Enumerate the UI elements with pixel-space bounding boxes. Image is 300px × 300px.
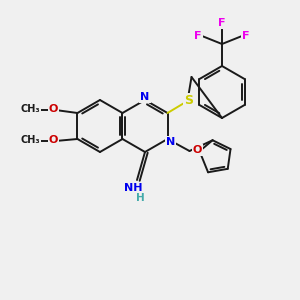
Text: CH₃: CH₃ [21,135,40,145]
Text: O: O [193,145,202,155]
Text: CH₃: CH₃ [21,104,40,114]
Text: S: S [184,94,193,106]
Text: N: N [166,137,175,147]
Text: N: N [140,92,150,102]
Text: F: F [218,18,226,28]
Text: F: F [242,31,250,41]
Text: H: H [136,193,144,203]
Text: O: O [49,135,58,145]
Text: F: F [194,31,202,41]
Text: O: O [49,104,58,114]
Text: NH: NH [124,183,142,193]
